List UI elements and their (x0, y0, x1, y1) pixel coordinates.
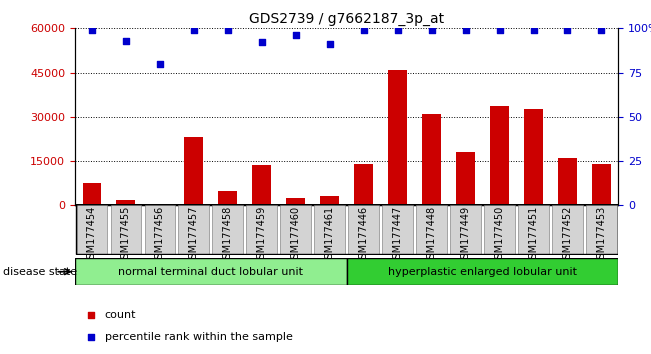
Bar (218, 190, 237, 205)
FancyBboxPatch shape (75, 258, 346, 285)
Point (393, 27, 403, 33)
Text: GSM177461: GSM177461 (325, 206, 335, 265)
Text: GSM177451: GSM177451 (529, 206, 538, 266)
Text: GSM177456: GSM177456 (155, 206, 165, 266)
Point (529, 27, 539, 33)
Text: GSM177448: GSM177448 (426, 206, 437, 265)
Point (256, 40, 267, 45)
Point (426, 27, 437, 33)
Bar (456, 152, 475, 205)
Text: GSM177453: GSM177453 (596, 206, 607, 266)
Bar (354, 164, 373, 205)
Point (596, 27, 607, 33)
FancyBboxPatch shape (77, 205, 107, 254)
Text: GSM177447: GSM177447 (393, 206, 402, 266)
Point (359, 27, 369, 33)
FancyBboxPatch shape (178, 205, 209, 254)
Text: GSM177460: GSM177460 (291, 206, 301, 265)
Bar (286, 198, 305, 205)
Point (120, 38, 131, 44)
Text: normal terminal duct lobular unit: normal terminal duct lobular unit (118, 267, 303, 277)
Bar (592, 164, 611, 205)
FancyBboxPatch shape (518, 205, 549, 254)
Text: GSM177455: GSM177455 (121, 206, 131, 266)
Title: GDS2739 / g7662187_3p_at: GDS2739 / g7662187_3p_at (249, 12, 444, 26)
Point (154, 61, 165, 67)
Text: hyperplastic enlarged lobular unit: hyperplastic enlarged lobular unit (388, 267, 577, 277)
Point (494, 27, 505, 33)
FancyBboxPatch shape (145, 205, 175, 254)
Point (86, 312, 96, 318)
Text: count: count (105, 310, 136, 320)
Text: GSM177446: GSM177446 (359, 206, 368, 265)
Text: disease state: disease state (3, 267, 77, 277)
Bar (422, 114, 441, 205)
Bar (184, 137, 203, 205)
Bar (253, 166, 271, 205)
Bar (558, 158, 577, 205)
Point (290, 33, 301, 38)
Point (87, 27, 97, 33)
Point (460, 27, 471, 33)
FancyBboxPatch shape (586, 205, 616, 254)
FancyBboxPatch shape (416, 205, 447, 254)
Bar (524, 109, 543, 205)
Bar (320, 196, 339, 205)
Text: GSM177458: GSM177458 (223, 206, 233, 266)
Bar (150, 204, 169, 205)
Text: GSM177459: GSM177459 (256, 206, 267, 266)
FancyBboxPatch shape (484, 205, 515, 254)
Point (86, 334, 96, 339)
FancyBboxPatch shape (348, 205, 379, 254)
Bar (117, 200, 135, 205)
Text: GSM177450: GSM177450 (495, 206, 505, 266)
Point (562, 27, 573, 33)
Text: GSM177457: GSM177457 (189, 206, 199, 266)
FancyBboxPatch shape (281, 205, 311, 254)
FancyBboxPatch shape (111, 205, 141, 254)
Point (324, 41, 335, 47)
Bar (490, 107, 509, 205)
FancyBboxPatch shape (247, 205, 277, 254)
FancyBboxPatch shape (346, 258, 618, 285)
FancyBboxPatch shape (314, 205, 345, 254)
Bar (388, 70, 407, 205)
Text: percentile rank within the sample: percentile rank within the sample (105, 332, 293, 342)
Text: GSM177454: GSM177454 (87, 206, 97, 266)
Bar (83, 183, 101, 205)
Point (223, 27, 233, 33)
Point (189, 27, 199, 33)
FancyBboxPatch shape (552, 205, 583, 254)
FancyBboxPatch shape (450, 205, 481, 254)
Text: GSM177449: GSM177449 (460, 206, 471, 265)
FancyBboxPatch shape (382, 205, 413, 254)
FancyBboxPatch shape (212, 205, 243, 254)
Text: GSM177452: GSM177452 (562, 206, 572, 266)
